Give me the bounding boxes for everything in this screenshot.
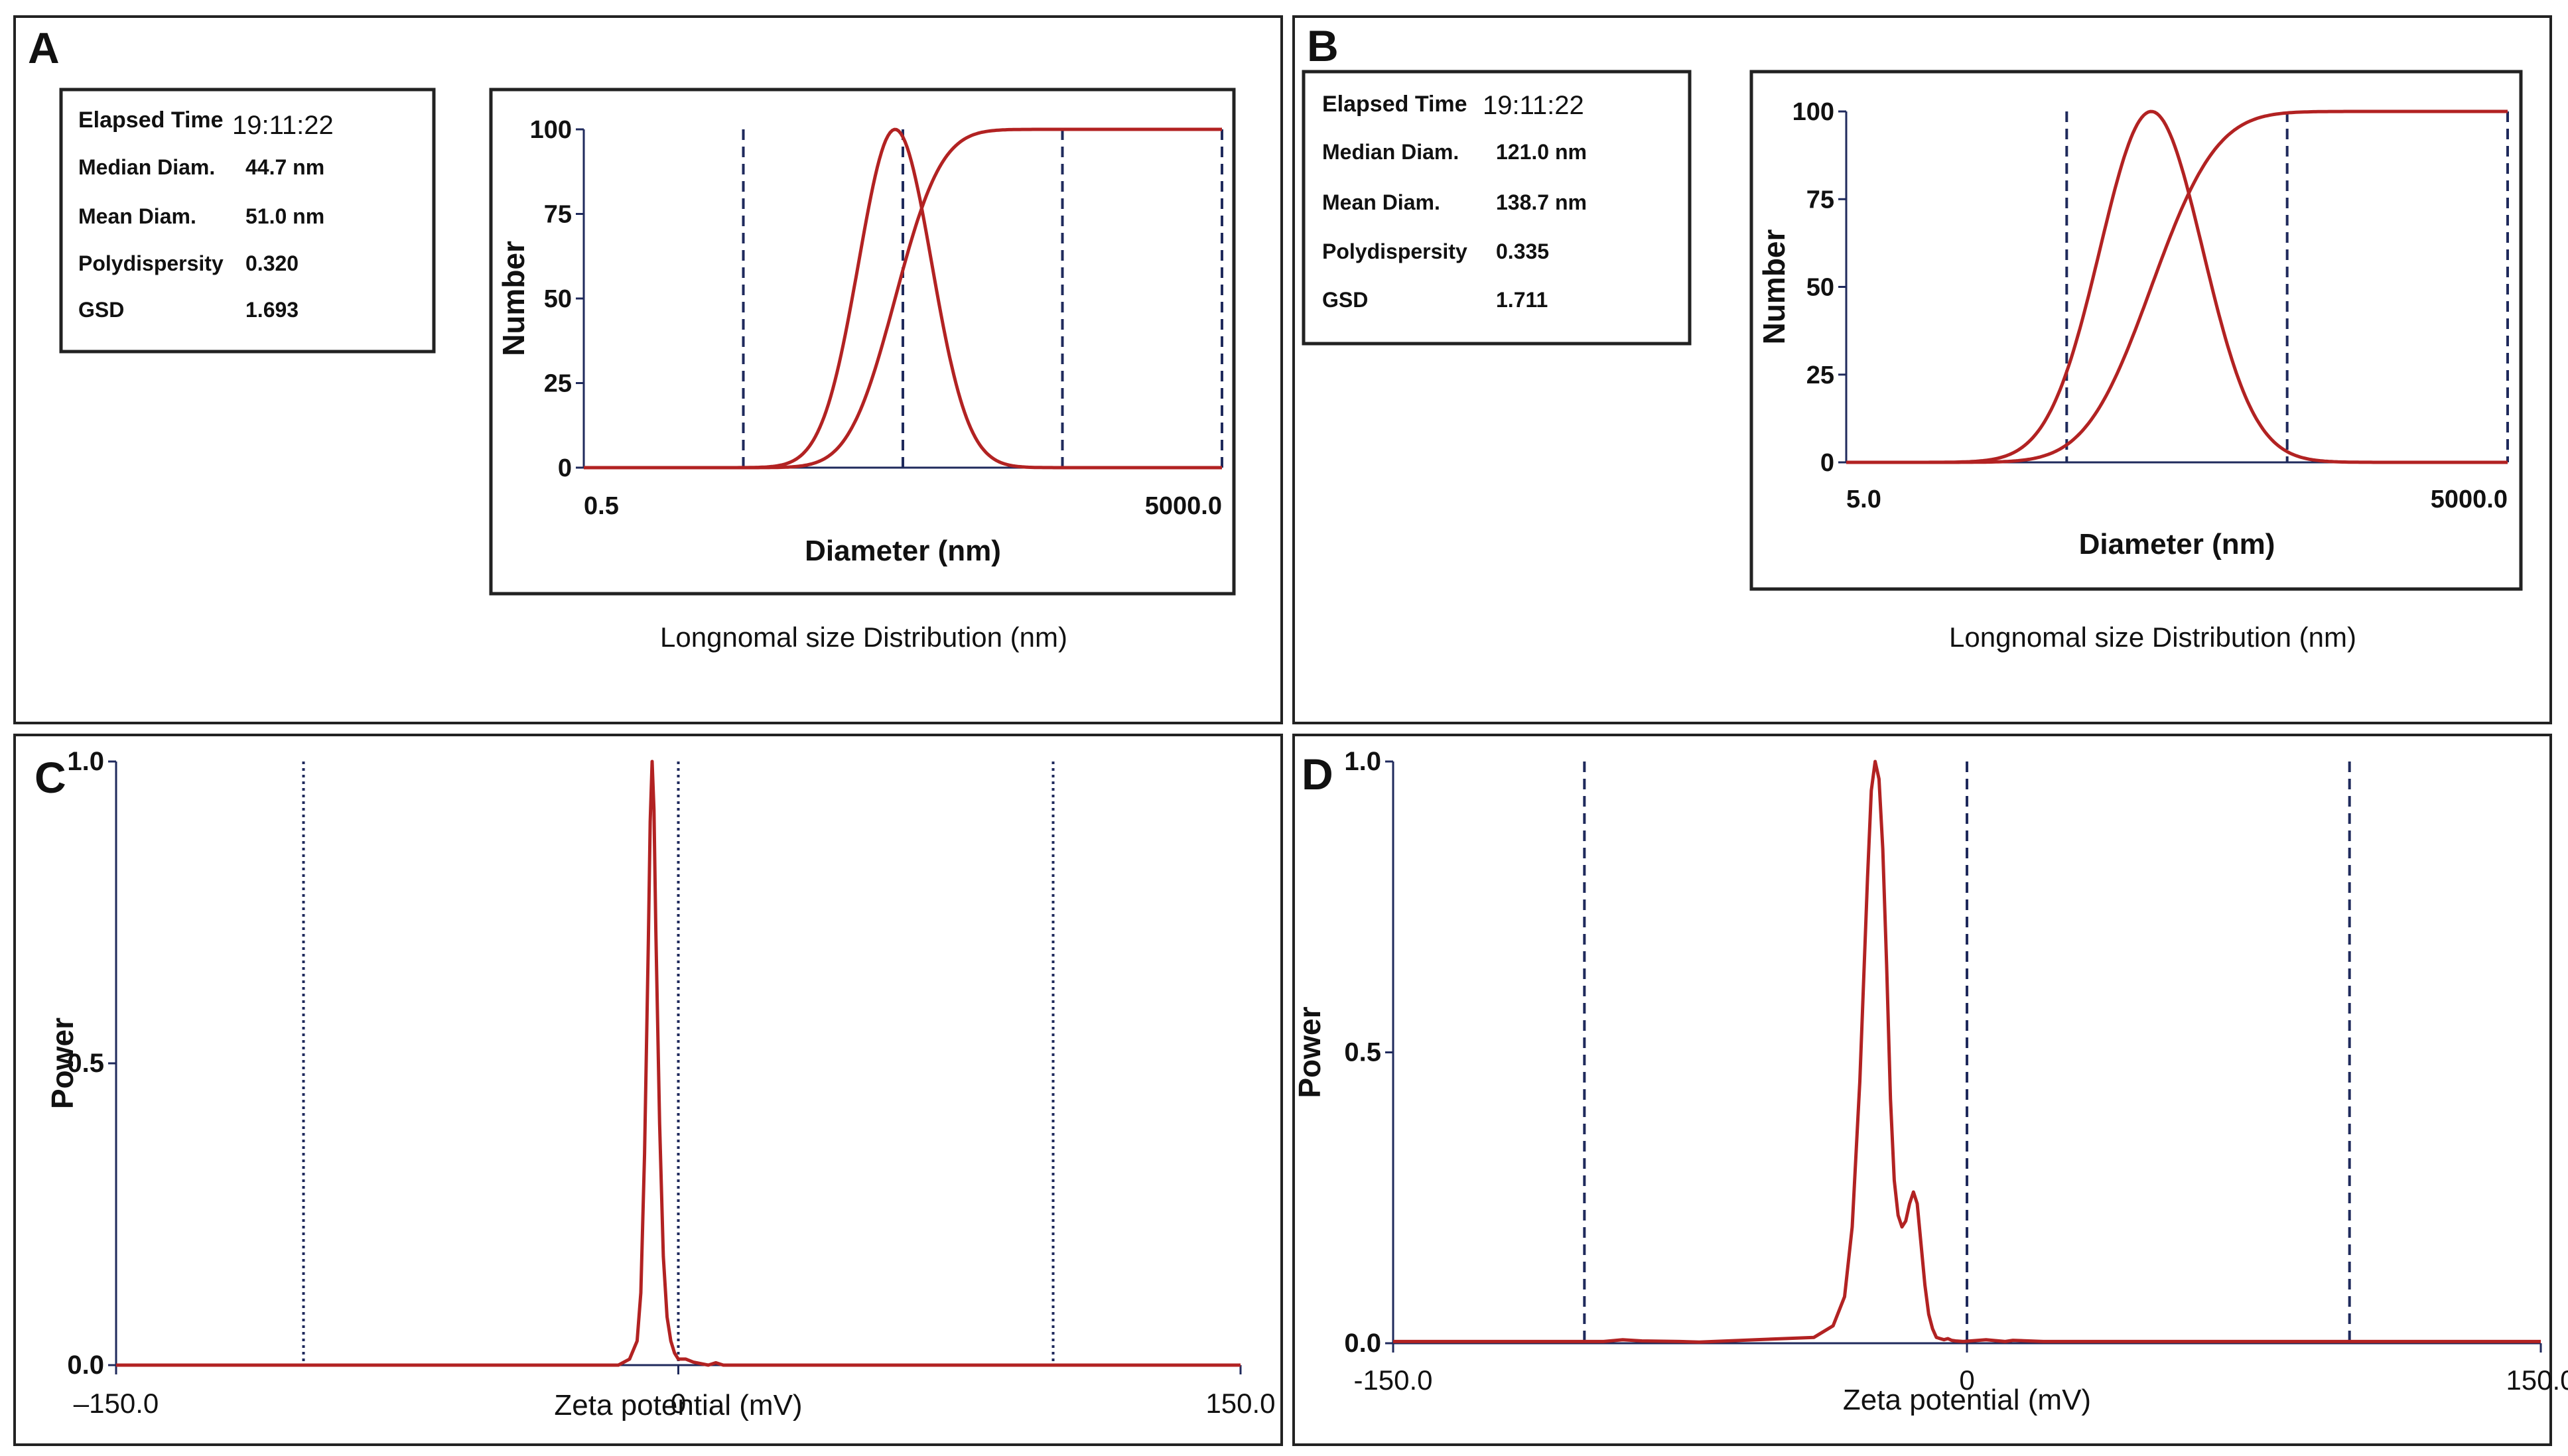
chart-b-x-tick-label: 5000.0 (2431, 486, 2508, 513)
a-median-value: 44.7 nm (245, 155, 324, 179)
chart-a-y-tick-label: 0 (558, 454, 572, 482)
chart-b-y-tick-label: 75 (1806, 186, 1834, 214)
chart-a-frame (489, 88, 1236, 596)
chart-d-x-tick-label: 150.0 (2506, 1364, 2568, 1396)
chart-a-series-number-distribution (584, 127, 1222, 470)
chart-c-y-tick-label: 0.0 (67, 1351, 104, 1380)
panel-b-label: B (1307, 21, 1339, 70)
chart-b-y-tick-label: 0 (1820, 449, 1834, 477)
b-mean-label: Mean Diam. (1322, 190, 1440, 214)
b-median-value: 121.0 nm (1496, 140, 1587, 164)
panel-d-frame (1292, 734, 2552, 1446)
b-gsd-value: 1.711 (1496, 288, 1548, 312)
panel-b-frame (1292, 15, 2552, 724)
chart-a-x-tick-label: 0.5 (584, 492, 619, 520)
chart-c-x-tick-label: –150.0 (74, 1388, 159, 1419)
chart-a-x-label: Diameter (nm) (805, 535, 1001, 567)
a-pdi-label: Polydispersity (78, 251, 224, 275)
chart-c-x-tick-label: 150.0 (1205, 1388, 1275, 1419)
chart-a: 0 25 50 75 100 0.5 5000.0 Diameter (nm) Number (496, 116, 1223, 567)
chart-c-y-tick-label: 0.5 (67, 1049, 104, 1078)
a-mean-value: 51.0 nm (245, 204, 324, 228)
chart-c-series-power (116, 760, 1241, 1367)
chart-d-x-tick-label: 0 (1959, 1364, 1974, 1396)
chart-c-x-label: Zeta potential (mV) (554, 1389, 802, 1422)
b-elapsed-value: 19:11:22 (1483, 91, 1584, 120)
panel-c-frame (13, 734, 1283, 1446)
chart-a-y-tick-label: 100 (530, 116, 572, 144)
a-pdi-value: 0.320 (245, 251, 299, 275)
chart-d-y-tick-label: 0.0 (1344, 1329, 1381, 1358)
a-gsd-value: 1.693 (245, 298, 299, 322)
b-pdi-value: 0.335 (1496, 239, 1549, 263)
chart-b: 0 25 50 75 100 5.0 5000.0 Diameter (nm) Number (1757, 98, 2509, 561)
a-median-label: Median Diam. (78, 155, 215, 179)
chart-d: 0.0 0.5 1.0 -150.0 0 150.0 Zeta potential (mV)… (1292, 747, 2568, 1416)
chart-b-y-tick-label: 100 (1792, 98, 1834, 126)
chart-a-series-cumulative (584, 127, 1222, 470)
panel-c-label: C (34, 753, 66, 802)
b-gsd-label: GSD (1322, 288, 1368, 312)
chart-c-x-tick-label: 0 (671, 1388, 686, 1419)
chart-b-x-tick-label: 5.0 (1846, 486, 1881, 513)
chart-a-y-tick-label: 50 (544, 285, 572, 313)
chart-d-series-power (1393, 760, 2541, 1344)
chart-a-x-tick-label: 5000.0 (1145, 492, 1222, 520)
chart-b-frame (1749, 70, 2523, 591)
chart-b-y-tick-label: 25 (1806, 362, 1834, 389)
panel-a-caption: Longnomal size Distribution (nm) (660, 622, 1067, 653)
chart-b-y-label: Number (1757, 230, 1791, 345)
chart-b-series-cumulative (1846, 109, 2508, 464)
chart-b-x-label: Diameter (nm) (2079, 528, 2275, 561)
chart-d-y-tick-label: 1.0 (1344, 747, 1381, 776)
chart-b-series-number-distribution (1846, 109, 2508, 464)
a-elapsed-value: 19:11:22 (232, 111, 334, 140)
a-gsd-label: GSD (78, 298, 124, 322)
chart-a-y-tick-label: 25 (544, 370, 572, 398)
b-mean-value: 138.7 nm (1496, 190, 1587, 214)
panel-b-caption: Longnomal size Distribution (nm) (1949, 622, 2356, 653)
chart-b-y-tick-label: 50 (1806, 274, 1834, 302)
a-elapsed-label: Elapsed Time (78, 107, 224, 133)
chart-d-y-label: Power (1292, 1006, 1327, 1098)
chart-c-y-tick-label: 1.0 (67, 747, 104, 776)
panel-a-frame (13, 15, 1283, 724)
chart-d-y-tick-label: 0.5 (1344, 1038, 1381, 1067)
b-pdi-label: Polydispersity (1322, 239, 1467, 263)
b-elapsed-label: Elapsed Time (1322, 92, 1467, 117)
chart-a-y-label: Number (496, 241, 531, 356)
panel-a-label: A (28, 23, 60, 72)
panel-a-info-box: Elapsed Time 19:11:22 Median Diam. 44.7 … (59, 88, 436, 354)
chart-d-x-label: Zeta potential (mV) (1843, 1384, 2091, 1416)
chart-c: 0.0 0.5 1.0 –150.0 0 150.0 Zeta potential (mV)… (45, 747, 1276, 1422)
chart-a-y-tick-label: 75 (544, 201, 572, 229)
a-mean-label: Mean Diam. (78, 204, 196, 228)
panel-b-info-box: Elapsed Time 19:11:22 Median Diam. 121.0… (1302, 70, 1692, 346)
chart-d-x-tick-label: -150.0 (1353, 1364, 1432, 1396)
b-median-label: Median Diam. (1322, 140, 1459, 164)
panel-d-label: D (1302, 750, 1333, 799)
chart-c-y-label: Power (45, 1018, 80, 1109)
